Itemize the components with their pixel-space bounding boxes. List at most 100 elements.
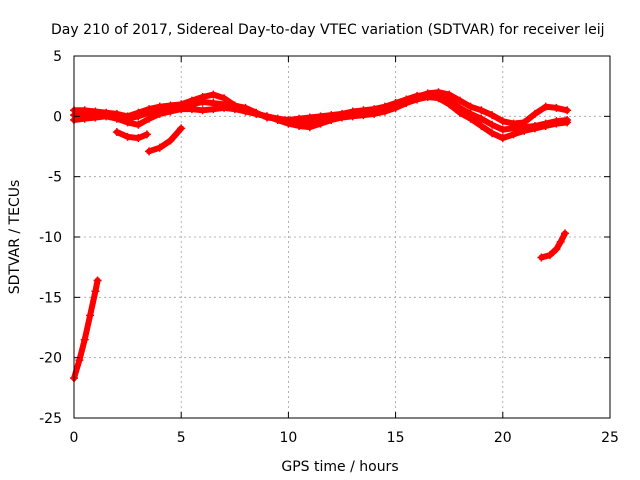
data-point (380, 102, 389, 111)
data-point (541, 102, 550, 111)
x-tick-label: 25 (601, 430, 619, 446)
data-point (552, 103, 561, 112)
series-rise-4h (145, 124, 186, 156)
data-point (305, 113, 314, 122)
data-point (142, 130, 151, 139)
data-point (209, 99, 218, 108)
data-point (477, 121, 486, 130)
data-point (209, 90, 218, 99)
data-point (177, 102, 186, 111)
data-point (155, 106, 164, 115)
y-axis-label: SDTVAR / TECUs (7, 180, 23, 295)
data-point (112, 128, 121, 137)
data-point (552, 117, 561, 126)
data-point (488, 129, 497, 138)
data-point (166, 136, 175, 145)
data-point (262, 113, 271, 122)
data-point (295, 114, 304, 123)
data-point (91, 287, 100, 296)
data-point (498, 117, 507, 126)
series-line (113, 129, 150, 142)
data-point (112, 112, 121, 121)
series-line (146, 125, 185, 155)
y-tick-label: -25 (39, 411, 62, 427)
data-point (563, 115, 572, 124)
data-point (241, 103, 250, 112)
chart-title: Day 210 of 2017, Sidereal Day-to-day VTE… (51, 22, 605, 38)
data-point (86, 311, 95, 320)
data-point (80, 335, 89, 344)
y-tick-label: -20 (39, 351, 62, 367)
data-point (198, 106, 207, 115)
plot-frame (73, 55, 611, 419)
data-point (563, 106, 572, 115)
data-point (134, 112, 143, 121)
data-point (530, 121, 539, 130)
data-point (316, 119, 325, 128)
x-tick-label: 10 (279, 430, 297, 446)
data-point (413, 91, 422, 100)
data-point (466, 102, 475, 111)
data-point (488, 120, 497, 129)
data-point (520, 123, 529, 132)
data-point (402, 95, 411, 104)
data-point (187, 100, 196, 109)
x-tick-label: 20 (494, 430, 512, 446)
data-point (166, 105, 175, 114)
data-point (370, 105, 379, 114)
data-point (556, 237, 565, 246)
data-point (509, 124, 518, 133)
data-point (177, 124, 186, 133)
y-tick-label: 0 (53, 109, 62, 125)
data-point (488, 111, 497, 120)
x-tick-label: 15 (387, 430, 405, 446)
data-point (134, 120, 143, 129)
data-point (91, 108, 100, 117)
x-tick-label: 0 (70, 430, 79, 446)
data-point (552, 245, 561, 254)
data-point (295, 121, 304, 130)
data-point (93, 276, 102, 285)
data-point (80, 109, 89, 118)
data-point (423, 90, 432, 99)
series-steep-0h (70, 276, 102, 383)
data-point (273, 114, 282, 123)
data-layer (70, 88, 572, 383)
data-point (477, 114, 486, 123)
axis-ticks: 0 5 10 15 20 25 5 0 -5 -10 -15 -20 -25 (39, 49, 619, 446)
data-point (541, 119, 550, 128)
y-tick-label: -10 (39, 230, 62, 246)
data-point (359, 106, 368, 115)
y-tick-label: -5 (48, 170, 62, 186)
y-tick-label: 5 (53, 49, 62, 65)
x-tick-label: 5 (177, 430, 186, 446)
data-point (305, 123, 314, 132)
data-point (348, 107, 357, 116)
x-axis-label: GPS time / hours (281, 459, 398, 475)
data-point (252, 108, 261, 117)
data-point (537, 253, 546, 262)
data-point (338, 109, 346, 118)
series-track-3 (70, 90, 572, 134)
series-segment-22h (537, 229, 569, 262)
data-point (316, 112, 325, 121)
series-line (71, 277, 101, 382)
data-point (145, 108, 154, 117)
data-point (545, 251, 554, 260)
data-point (284, 115, 293, 124)
data-point (498, 134, 507, 143)
data-point (145, 147, 154, 156)
data-point (530, 109, 539, 118)
data-point (123, 114, 132, 123)
data-point (466, 109, 475, 118)
data-point (220, 100, 229, 109)
data-point (327, 111, 336, 120)
series-dip-2h (112, 128, 151, 143)
data-point (134, 134, 143, 143)
data-point (434, 91, 443, 100)
data-point (155, 143, 164, 152)
y-tick-label: -15 (39, 290, 62, 306)
data-point (560, 229, 569, 238)
data-point (102, 109, 111, 118)
